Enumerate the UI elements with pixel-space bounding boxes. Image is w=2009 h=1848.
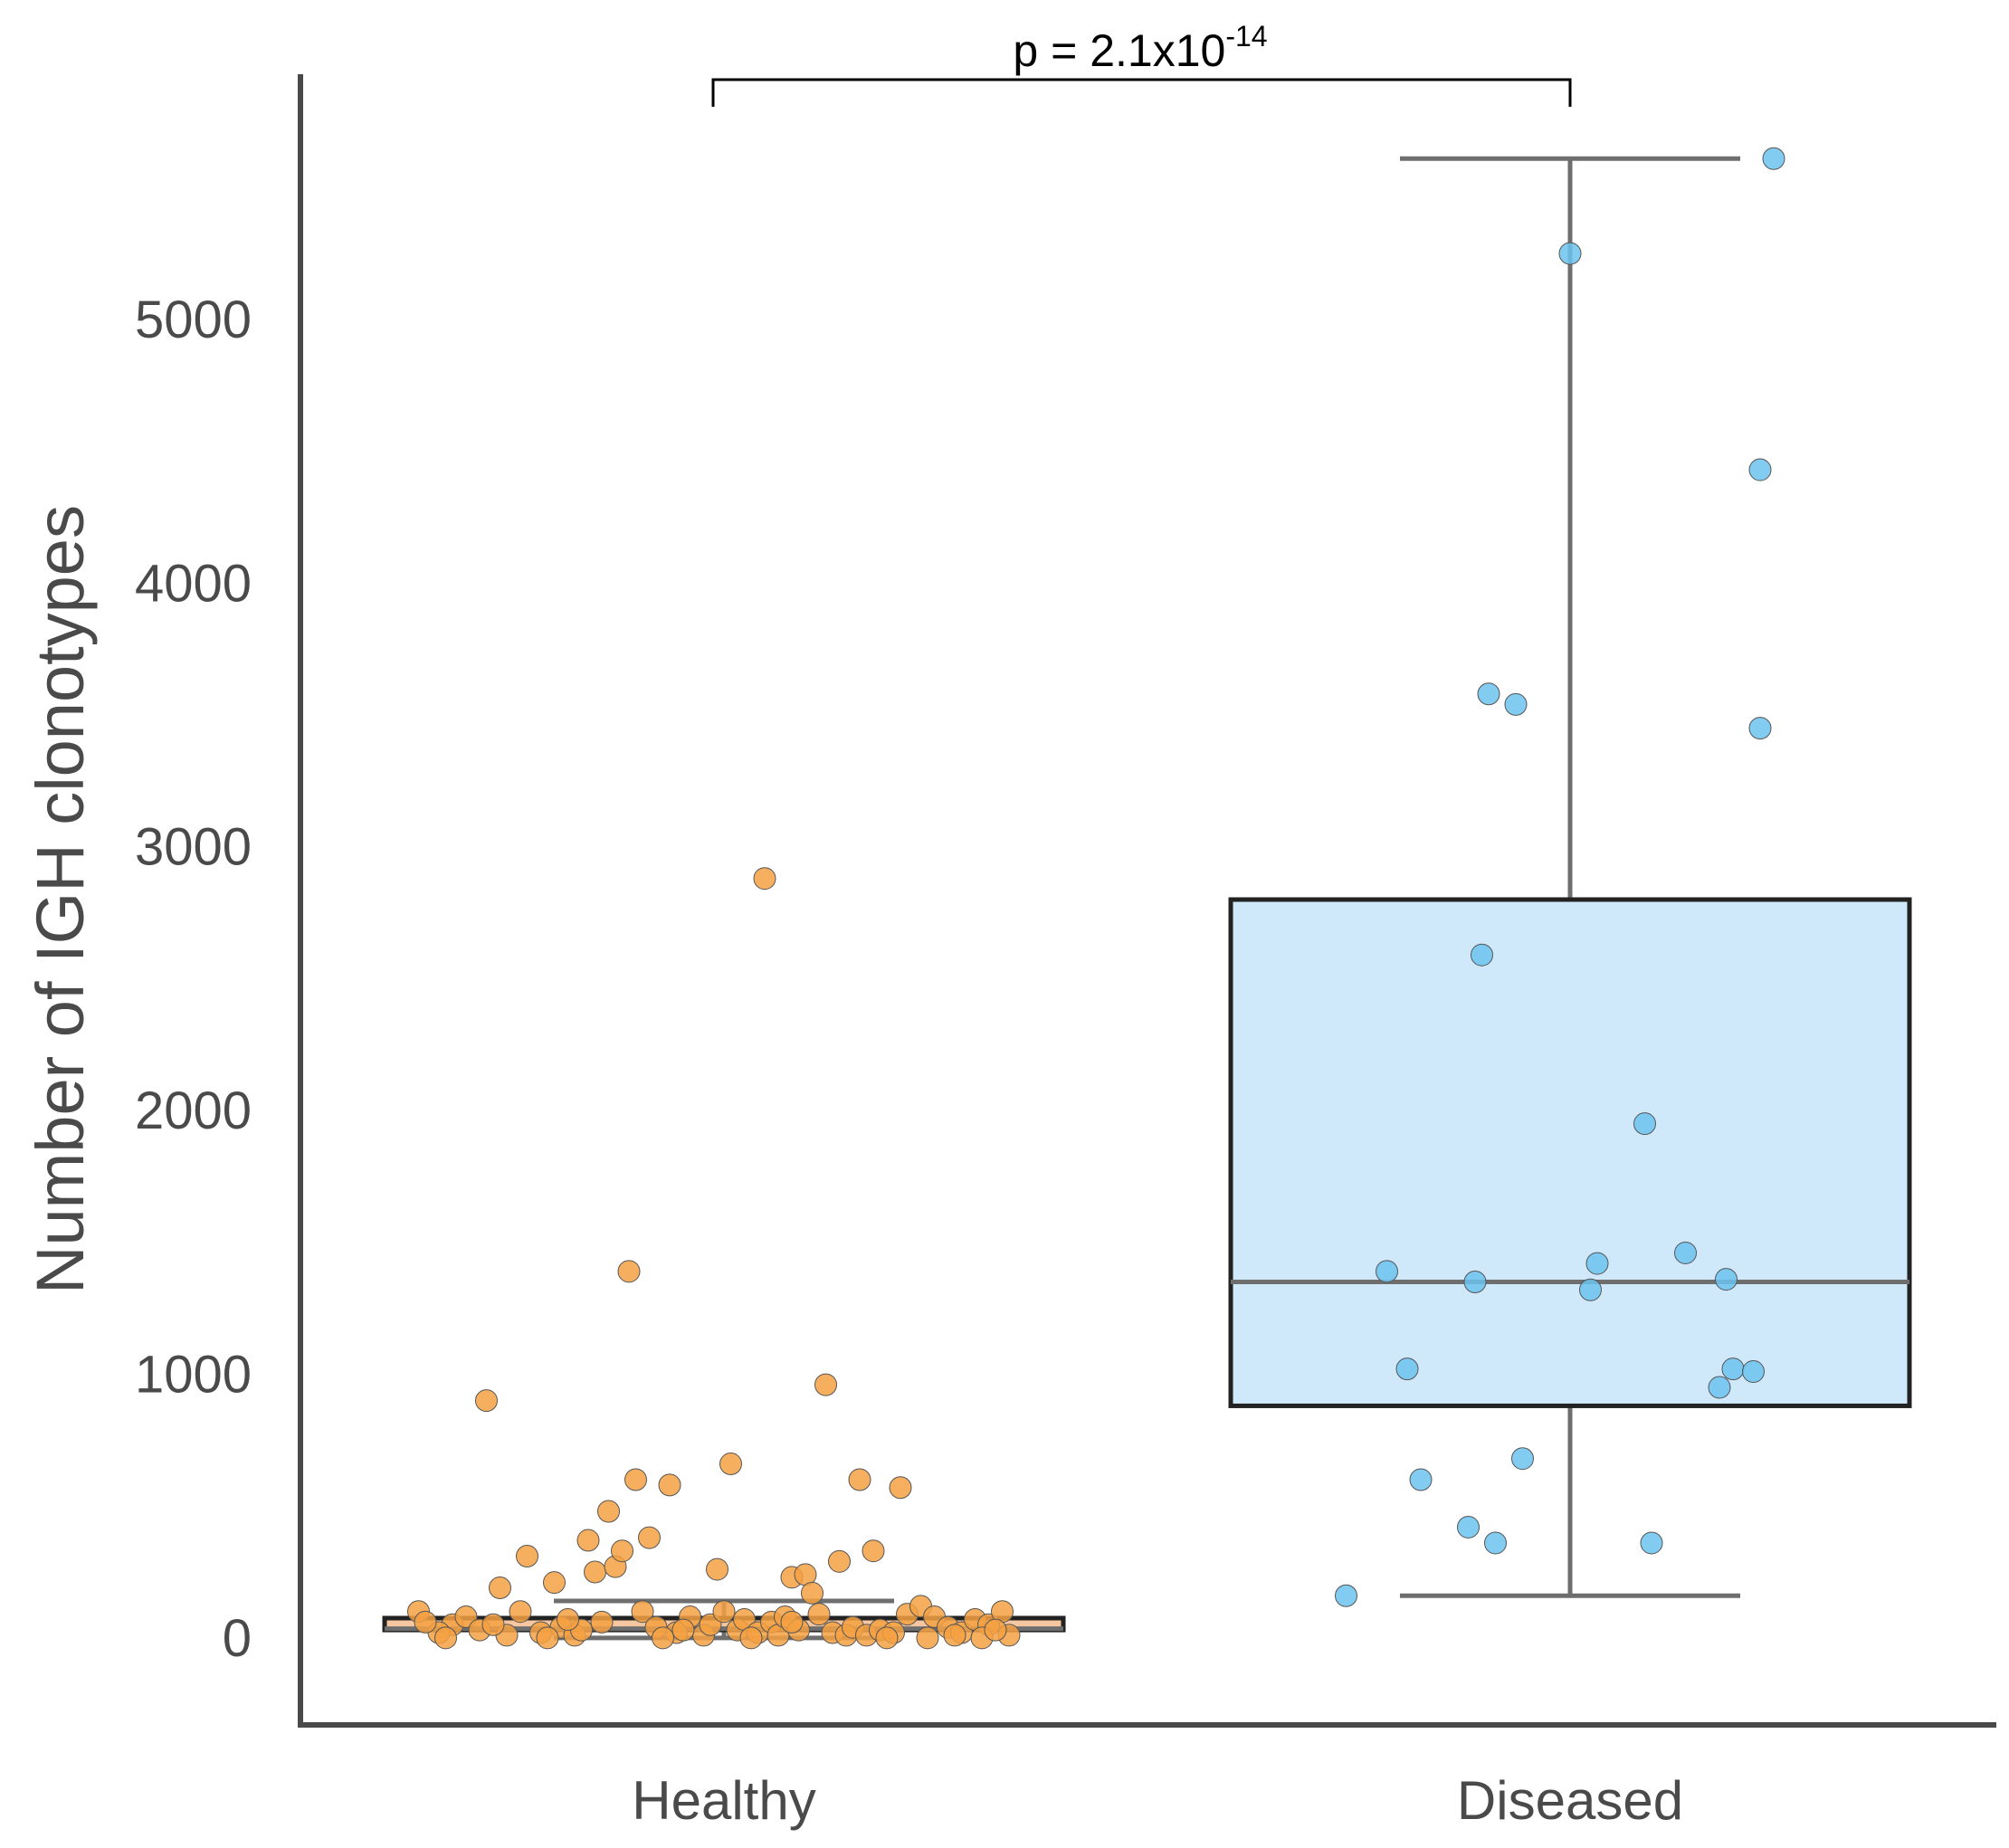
healthy-data-point [638,1526,661,1549]
diseased-data-point [1579,1278,1602,1301]
healthy-data-point [584,1560,606,1584]
healthy-data-point [489,1576,511,1599]
y-tick-label: 4000 [135,554,252,613]
healthy-data-point [943,1624,966,1647]
healthy-data-point [475,1389,498,1413]
healthy-data-point [801,1581,824,1605]
healthy-data-point [862,1539,885,1563]
healthy-data-point [753,867,776,891]
y-tick-label: 0 [223,1609,252,1668]
healthy-data-point [889,1476,912,1500]
y-axis-ticks: 0 1000 2000 3000 4000 5000 [135,291,252,1668]
diseased-data-point [1477,682,1500,706]
healthy-data-point [516,1545,538,1568]
y-tick-label: 5000 [135,291,252,349]
healthy-data-point [597,1500,620,1523]
diseased-data-point [1504,692,1528,716]
box-layer [382,156,1912,1641]
y-tick-label: 3000 [135,818,252,877]
healthy-data-point [617,1260,641,1283]
healthy-data-point [652,1626,674,1650]
p-value-exponent: -14 [1225,20,1267,52]
diseased-data-point [1395,1357,1419,1381]
y-axis-title: Number of IGH clonotypes [23,505,98,1294]
healthy-data-point [719,1453,742,1476]
healthy-data-point [828,1549,851,1573]
healthy-data-point [576,1529,600,1552]
y-tick-label: 1000 [135,1345,252,1404]
diseased-data-point [1335,1584,1357,1607]
p-value-annotation: p = 2.1x10-14 [1013,20,1267,76]
diseased-data-point [1715,1268,1738,1291]
diseased-box [1228,897,1912,1408]
p-value-base: p = 2.1x10 [1013,25,1225,76]
healthy-data-point [543,1571,566,1595]
diseased-data-point [1457,1515,1480,1538]
healthy-data-point [875,1626,899,1650]
healthy-data-point [807,1603,831,1626]
diseased-data-point [1708,1376,1731,1399]
x-tick-label-diseased: Diseased [1457,1770,1683,1831]
x-tick-label-healthy: Healthy [632,1770,815,1831]
diseased-data-point [1376,1260,1398,1283]
diseased-data-point [1484,1531,1507,1555]
diseased-data-point [1463,1270,1487,1293]
diseased-data-point [1640,1531,1663,1555]
diseased-data-point [1558,242,1582,265]
diseased-data-point [1748,458,1772,481]
healthy-data-point [481,1613,505,1636]
diseased-data-point [1748,717,1772,740]
healthy-data-point [739,1626,763,1650]
healthy-data-point [984,1618,1007,1642]
healthy-data-point [611,1539,633,1563]
healthy-data-point [848,1468,871,1491]
healthy-data-point [590,1610,614,1634]
healthy-data-point [780,1610,804,1634]
healthy-data-point [509,1600,532,1624]
diseased-data-point [1409,1468,1433,1491]
healthy-data-point [814,1373,837,1396]
healthy-data-point [557,1607,579,1631]
y-tick-label: 2000 [135,1081,252,1140]
diseased-data-point [1633,1112,1656,1136]
healthy-data-point [434,1626,457,1650]
diseased-data-point [1721,1357,1745,1381]
significance-bracket [711,78,1572,107]
x-axis-labels: Healthy Diseased [632,1770,1683,1831]
healthy-data-point [624,1468,647,1491]
diseased-data-point [1511,1447,1534,1471]
healthy-data-point [631,1600,654,1624]
healthy-data-point [916,1626,939,1650]
healthy-data-point [712,1600,736,1624]
healthy-data-point [536,1626,559,1650]
healthy-data-point [706,1557,728,1581]
healthy-data-point [671,1618,695,1642]
points-layer [407,147,1785,1650]
diseased-data-point [1585,1252,1609,1275]
diseased-data-point [1742,1360,1765,1384]
healthy-data-point [414,1610,437,1634]
diseased-data-point [1471,943,1493,967]
diseased-data-point [1762,147,1785,170]
diseased-data-point [1674,1241,1697,1264]
healthy-data-point [658,1473,681,1497]
